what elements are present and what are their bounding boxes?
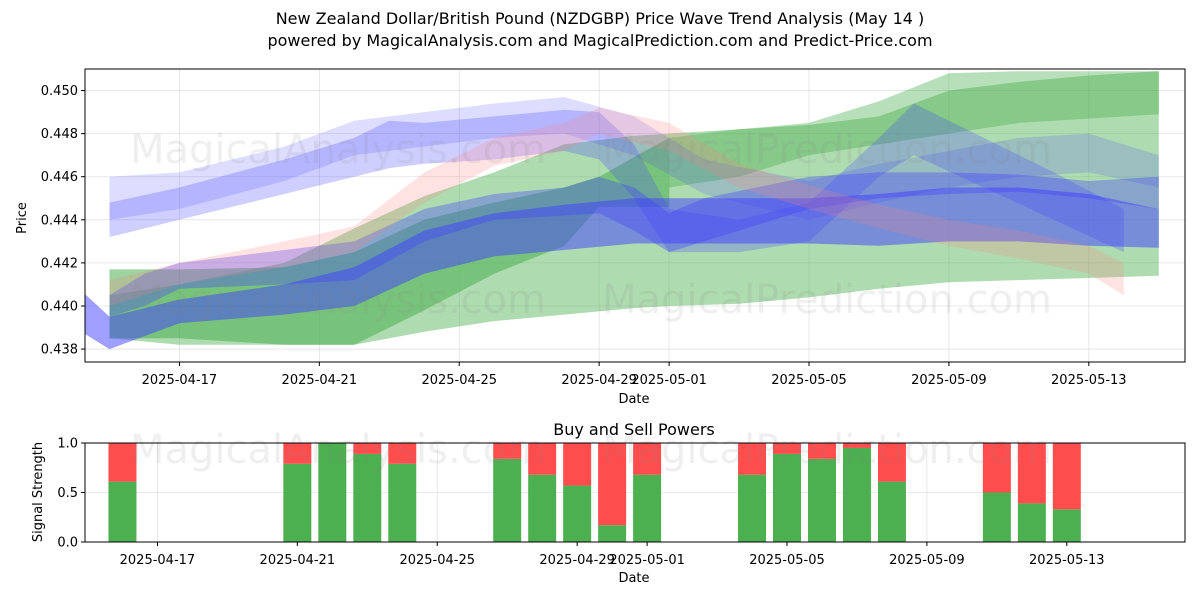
sell-bar [1017, 443, 1046, 504]
chart-subtitle: powered by MagicalAnalysis.com and Magic… [267, 31, 933, 50]
watermark-analysis-bottom: MagicalAnalysis.com [130, 427, 546, 473]
buy-bar [353, 453, 382, 542]
price-plot-frame [84, 68, 1186, 363]
signal-x-tick-label: 2025-04-17 [120, 553, 196, 568]
signal-x-tick-label: 2025-05-01 [609, 553, 685, 568]
price-x-tick-label: 2025-04-25 [421, 373, 497, 388]
sell-bar [388, 443, 417, 464]
price-y-tick-label: 0.444 [41, 213, 78, 228]
buy-bar [388, 463, 417, 542]
buy-bar [842, 447, 871, 542]
signal-y-tick-label: 0.0 [57, 536, 78, 551]
signal-y-axis-label: Signal Strength [31, 442, 46, 542]
signal-bars [108, 443, 1081, 542]
price-y-tick-label: 0.442 [41, 256, 78, 271]
sell-bar [773, 443, 801, 454]
price-y-axis-label: Price [15, 202, 30, 234]
price-y-axis: 0.438 0.440 0.442 0.444 0.446 0.448 0.450 [41, 84, 85, 358]
price-x-tick-label: 2025-04-29 [561, 373, 637, 388]
signal-y-axis: 0.0 0.5 1.0 [57, 437, 85, 551]
price-watermarks: MagicalAnalysis.com MagicalPrediction.co… [130, 127, 1052, 323]
price-y-tick-label: 0.440 [41, 299, 78, 314]
price-y-tick-label: 0.448 [41, 127, 78, 142]
wave-band-blue [109, 103, 1124, 253]
sell-bar [108, 443, 137, 482]
price-x-tick-label: 2025-05-01 [631, 373, 707, 388]
wave-band-blue [85, 187, 1159, 350]
price-x-tick-label: 2025-04-17 [142, 373, 218, 388]
signal-x-tick-label: 2025-05-09 [889, 553, 965, 568]
sell-bar [982, 443, 1011, 493]
price-y-tick-label: 0.438 [41, 343, 78, 358]
buy-bar [598, 525, 627, 542]
price-wave-bands [85, 71, 1159, 350]
price-y-tick-label: 0.450 [41, 84, 78, 99]
chart-title: New Zealand Dollar/British Pound (NZDGBP… [275, 9, 925, 28]
sell-bar [633, 443, 662, 475]
sell-bar [877, 443, 906, 482]
buy-bar [738, 474, 767, 542]
signal-y-tick-label: 1.0 [57, 437, 78, 452]
sell-bar [598, 443, 627, 526]
sell-bar [353, 443, 382, 454]
watermark-analysis-top: MagicalAnalysis.com [130, 127, 546, 173]
signal-x-axis-label: Date [618, 571, 649, 586]
price-y-tick-label: 0.446 [41, 170, 78, 185]
buy-bar [807, 458, 836, 542]
wave-band-blue [109, 172, 1159, 317]
sell-bar [528, 443, 557, 475]
buy-bar [563, 485, 592, 542]
wave-band-blue [109, 97, 1159, 220]
signal-x-axis: 2025-04-17 2025-04-21 2025-04-25 2025-04-29… [120, 542, 1105, 568]
buy-bar [877, 481, 906, 542]
buy-bar [318, 443, 347, 542]
sell-bar [1052, 443, 1081, 510]
signal-x-tick-label: 2025-05-13 [1029, 553, 1105, 568]
price-x-tick-label: 2025-05-13 [1051, 373, 1127, 388]
buy-bar [773, 453, 801, 542]
signal-x-tick-label: 2025-04-29 [539, 553, 615, 568]
buy-bar [633, 474, 662, 542]
sell-bar [563, 443, 592, 486]
sell-bar [807, 443, 836, 459]
buy-bar [283, 463, 312, 542]
sell-bar [842, 443, 871, 448]
price-x-axis: 2025-04-17 2025-04-21 2025-04-25 2025-04-29… [142, 362, 1127, 388]
wave-band-green [669, 71, 1159, 188]
signal-x-tick-label: 2025-04-25 [399, 553, 475, 568]
watermark-analysis-mid: MagicalAnalysis.com [130, 277, 546, 323]
watermark-prediction-top: MagicalPrediction.com [602, 127, 1052, 173]
watermark-prediction-bottom: MagicalPrediction.com [602, 427, 1052, 473]
buy-bar [1052, 509, 1081, 542]
signal-x-tick-label: 2025-05-05 [749, 553, 825, 568]
sell-bar [283, 443, 312, 464]
signal-y-tick-label: 0.5 [57, 486, 78, 501]
buy-bar [528, 474, 557, 542]
price-x-tick-label: 2025-04-21 [282, 373, 358, 388]
sell-bar [738, 443, 767, 475]
buy-bar [108, 481, 137, 542]
buy-bar [493, 458, 522, 542]
sell-bar [493, 443, 522, 459]
price-x-tick-label: 2025-05-05 [771, 373, 847, 388]
price-x-tick-label: 2025-05-09 [911, 373, 987, 388]
signal-watermarks: MagicalAnalysis.com MagicalPrediction.co… [130, 427, 1052, 473]
watermark-prediction-mid: MagicalPrediction.com [602, 277, 1052, 323]
signal-x-tick-label: 2025-04-21 [260, 553, 336, 568]
buy-bar [1017, 503, 1046, 542]
signal-chart-title: Buy and Sell Powers [553, 420, 715, 439]
buy-bar [982, 492, 1011, 542]
price-x-axis-label: Date [618, 392, 649, 407]
